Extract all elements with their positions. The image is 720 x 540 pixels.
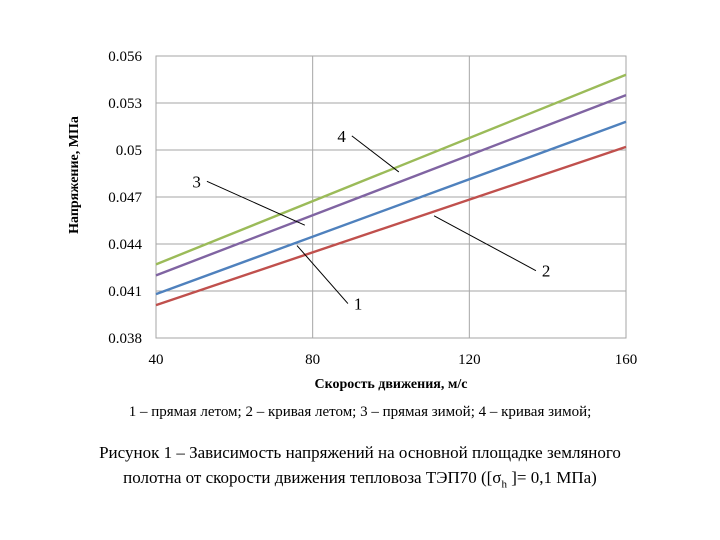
- series-callouts: 1 2 3 4: [192, 127, 550, 314]
- x-tick-label: 80: [305, 352, 320, 368]
- y-tick-label: 0.044: [108, 237, 142, 253]
- x-tick-label: 40: [149, 352, 164, 368]
- x-tick-label: 120: [458, 352, 481, 368]
- caption-line-1: Рисунок 1 – Зависимость напряжений на ос…: [99, 443, 621, 462]
- data-series: [155, 73, 627, 307]
- y-tick-label: 0.053: [108, 96, 142, 112]
- series-legend: 1 – прямая летом; 2 – кривая летом; 3 – …: [128, 404, 592, 420]
- series-line-2: [155, 145, 627, 307]
- callout-leader-1: [296, 245, 349, 304]
- caption-line-2: полотна от скорости движения тепловоза Т…: [40, 465, 680, 497]
- series-line-4: [155, 73, 627, 266]
- callout-label-3: 3: [192, 172, 201, 191]
- caption-line-2-suffix: ]= 0,1 МПа): [506, 468, 597, 487]
- caption-line-2-prefix: полотна от скорости движения тепловоза Т…: [123, 468, 502, 487]
- series-line-3: [155, 94, 627, 277]
- caption-subscript: h: [501, 478, 507, 491]
- callout-label-2: 2: [542, 262, 551, 281]
- y-tick-label: 0.041: [108, 284, 142, 300]
- callout-label-1: 1: [354, 295, 363, 314]
- y-tick-label: 0.056: [108, 49, 142, 65]
- y-tick-label: 0.038: [108, 331, 142, 347]
- figure-caption: Рисунок 1 – Зависимость напряжений на ос…: [40, 440, 680, 497]
- callout-label-4: 4: [337, 127, 346, 146]
- y-tick-label: 0.047: [108, 190, 142, 206]
- callout-leader-3: [206, 180, 306, 226]
- y-axis-ticks: 0.038 0.041 0.044 0.047 0.05 0.053 0.056: [108, 49, 142, 347]
- gridlines: [155, 55, 627, 339]
- y-tick-label: 0.05: [116, 143, 142, 159]
- x-axis-ticks: 40 80 120 160: [149, 352, 638, 368]
- x-tick-label: 160: [615, 352, 638, 368]
- x-axis-title: Скорость движения, м/с: [314, 377, 467, 392]
- series-line-1: [155, 120, 627, 296]
- y-axis-title: Напряжение, МПа: [67, 116, 82, 234]
- callout-leader-2: [433, 215, 537, 272]
- callout-leader-4: [351, 135, 400, 173]
